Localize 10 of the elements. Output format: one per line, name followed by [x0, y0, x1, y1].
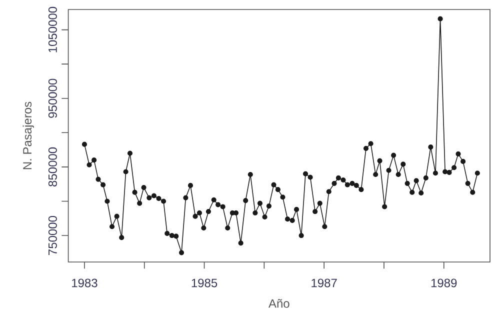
x-tick-label: 1985	[192, 278, 218, 288]
y-tick-label: 850000	[48, 147, 57, 186]
y-tick-label: 950000	[48, 78, 57, 118]
y-tick-label: 750000	[48, 216, 57, 255]
x-tick-label: 1987	[312, 278, 337, 288]
y-tick-label: 1050000	[48, 6, 57, 52]
x-axis-title: Año	[268, 299, 290, 308]
y-axis-title: N. Pasajeros	[22, 102, 34, 170]
x-tick-label: 1989	[431, 278, 457, 288]
x-tick-label: 1983	[72, 278, 98, 288]
